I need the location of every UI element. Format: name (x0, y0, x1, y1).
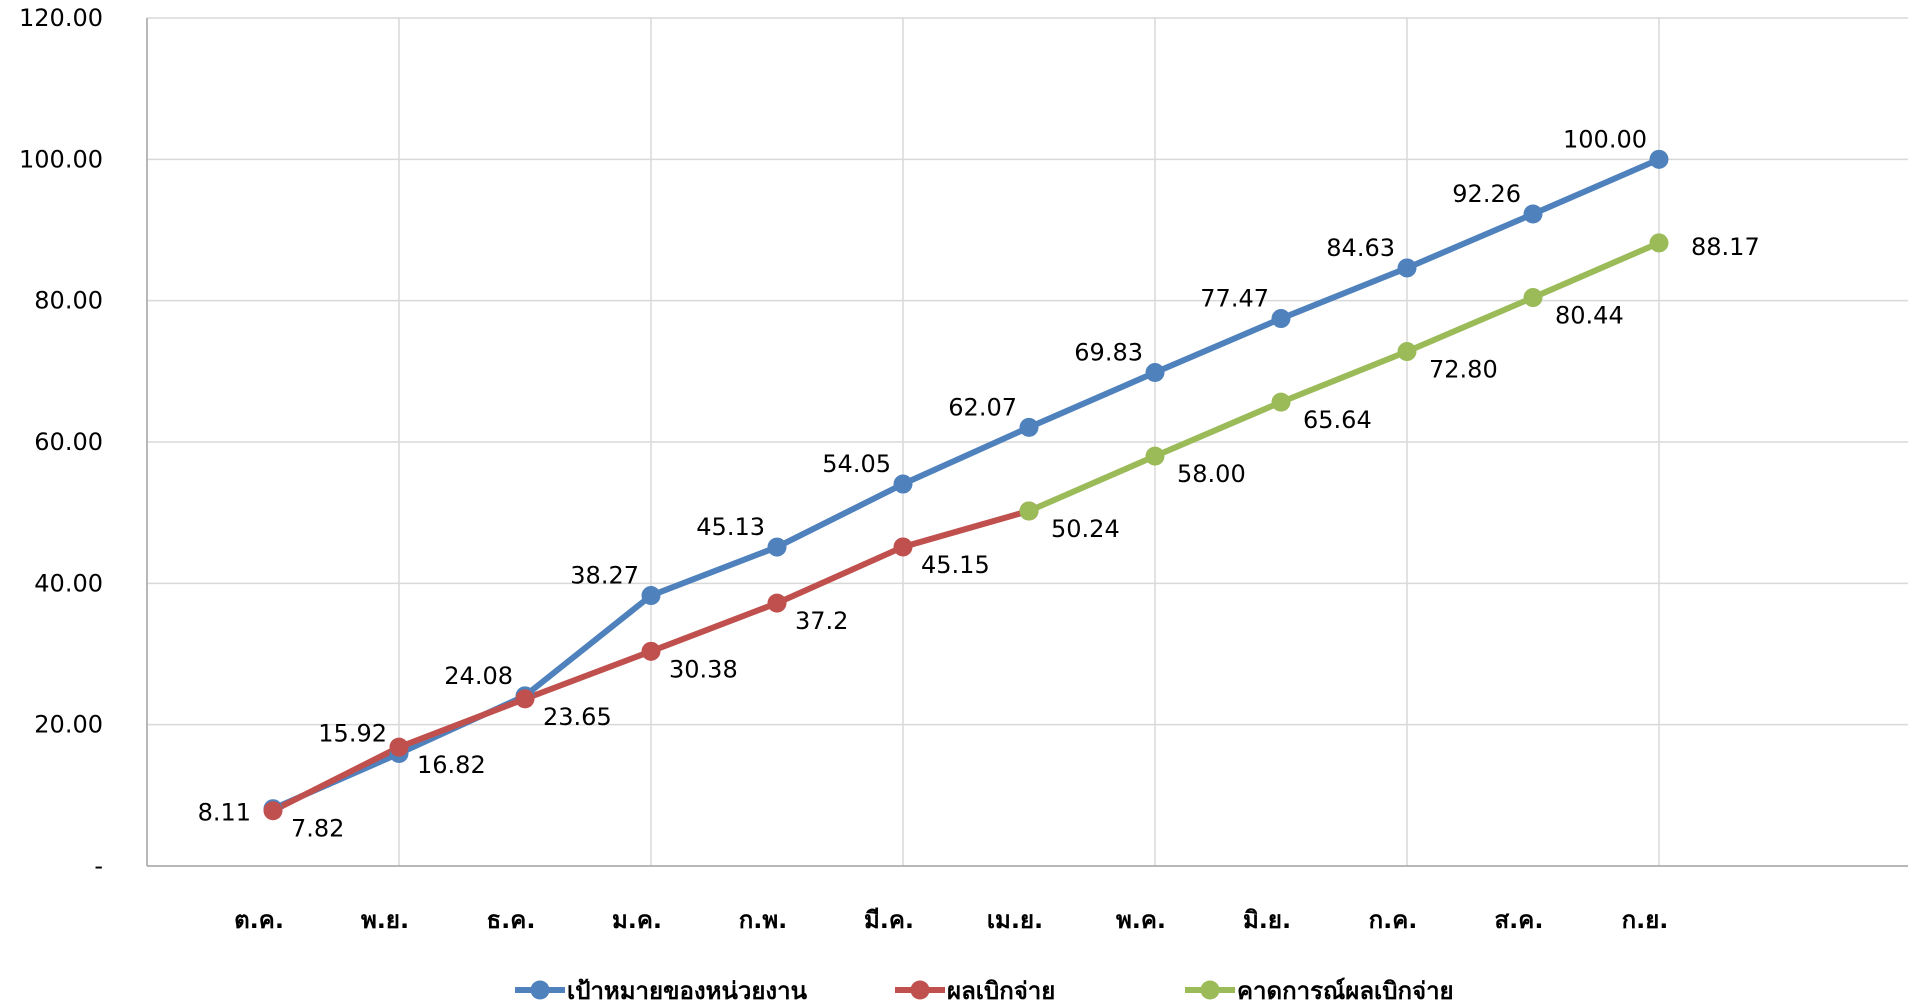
data-label-s2-8: 65.64 (1303, 406, 1372, 434)
y-tick-label: 60.00 (34, 428, 103, 456)
series-lines (270, 156, 1662, 814)
data-point-s0-8 (1271, 309, 1291, 329)
data-label-s0-1: 15.92 (318, 719, 387, 747)
data-label-s2-7: 58.00 (1177, 460, 1246, 488)
x-tick-label: พ.ย. (361, 906, 409, 934)
x-tick-label: พ.ค. (1116, 906, 1166, 934)
x-tick-label: ก.พ. (739, 906, 788, 934)
y-tick-label: 120.00 (19, 4, 103, 32)
data-point-s1-0 (263, 801, 283, 821)
data-label-s2-10: 80.44 (1555, 302, 1624, 330)
x-tick-label: ก.ย. (1622, 906, 1669, 934)
y-tick-label: 40.00 (34, 569, 103, 597)
x-tick-label: ก.ค. (1369, 906, 1418, 934)
data-label-s2-11: 88.17 (1691, 233, 1760, 261)
x-tick-label: ธ.ค. (487, 906, 536, 934)
data-point-s2-9 (1397, 342, 1417, 362)
data-label-s1-4: 37.2 (795, 607, 848, 635)
x-tick-label: ส.ค. (1495, 906, 1544, 934)
x-tick-label: เม.ย. (987, 906, 1043, 934)
data-label-s0-4: 45.13 (696, 513, 765, 541)
data-label-s0-5: 54.05 (822, 450, 891, 478)
legend-label-2: คาดการณ์ผลเบิกจ่าย (1237, 977, 1454, 1005)
series-line-0 (270, 156, 1662, 812)
legend: เป้าหมายของหน่วยงาน ผลเบิกจ่าย คาดการณ์ผลเ… (515, 977, 1454, 1005)
x-tick-label: ม.ค. (612, 906, 662, 934)
data-point-s0-11 (1649, 149, 1669, 169)
data-point-s2-8 (1271, 392, 1291, 412)
data-label-s0-0: 8.11 (198, 799, 251, 827)
data-label-s2-6: 50.24 (1051, 515, 1120, 543)
legend-marker-0 (530, 980, 550, 1000)
series-points (263, 149, 1669, 821)
data-point-s1-1 (389, 737, 409, 757)
y-tick-label: 20.00 (34, 711, 103, 739)
data-label-s0-11: 100.00 (1563, 125, 1647, 153)
y-tick-label: 80.00 (34, 287, 103, 315)
legend-marker-1 (910, 980, 930, 1000)
y-tick-label: - (94, 852, 103, 880)
data-labels: 8.11 15.92 24.08 38.27 45.13 54.05 62.07 69.83 7… (198, 125, 1760, 842)
data-point-s0-6 (1019, 417, 1039, 437)
data-point-s1-2 (515, 689, 535, 709)
data-label-s0-6: 62.07 (948, 393, 1017, 421)
x-tick-label: มิ.ย. (1243, 906, 1291, 934)
data-label-s2-9: 72.80 (1429, 356, 1498, 384)
data-point-s2-7 (1145, 446, 1165, 466)
y-axis-ticks: - 20.00 40.00 60.00 80.00 100.00 120.00 (19, 4, 103, 880)
data-point-s0-7 (1145, 363, 1165, 383)
data-point-s0-4 (767, 537, 787, 557)
data-point-s0-9 (1397, 258, 1417, 278)
data-label-s0-8: 77.47 (1200, 285, 1269, 313)
data-point-s1-3 (641, 641, 661, 661)
legend-label-1: ผลเบิกจ่าย (947, 977, 1055, 1005)
data-label-s0-10: 92.26 (1452, 180, 1521, 208)
data-label-s0-7: 69.83 (1074, 339, 1143, 367)
data-label-s1-1: 16.82 (417, 751, 486, 779)
data-label-s0-3: 38.27 (570, 562, 639, 590)
data-point-s2-11 (1649, 233, 1669, 253)
data-point-s0-5 (893, 474, 913, 494)
gridlines (146, 17, 1908, 867)
data-point-s1-4 (767, 593, 787, 613)
data-label-s1-3: 30.38 (669, 655, 738, 683)
x-tick-label: ต.ค. (234, 906, 284, 934)
x-axis-ticks: ต.ค. พ.ย. ธ.ค. ม.ค. ก.พ. มี.ค. เม.ย. พ.ค. มิ.ย. ก… (234, 906, 1668, 934)
x-tick-label: มี.ค. (864, 906, 914, 934)
data-label-s0-2: 24.08 (444, 662, 513, 690)
data-label-s1-0: 7.82 (291, 815, 344, 843)
data-point-s2-6 (1019, 501, 1039, 521)
y-tick-label: 100.00 (19, 145, 103, 173)
data-label-s0-9: 84.63 (1326, 234, 1395, 262)
data-point-s0-10 (1523, 204, 1543, 224)
series-line-2 (1026, 239, 1662, 514)
data-label-s1-5: 45.15 (921, 551, 990, 579)
legend-marker-2 (1200, 980, 1220, 1000)
data-label-s1-2: 23.65 (543, 703, 612, 731)
data-point-s0-3 (641, 586, 661, 606)
data-point-s1-5 (893, 537, 913, 557)
legend-label-0: เป้าหมายของหน่วยงาน (567, 977, 808, 1005)
data-point-s2-10 (1523, 288, 1543, 308)
